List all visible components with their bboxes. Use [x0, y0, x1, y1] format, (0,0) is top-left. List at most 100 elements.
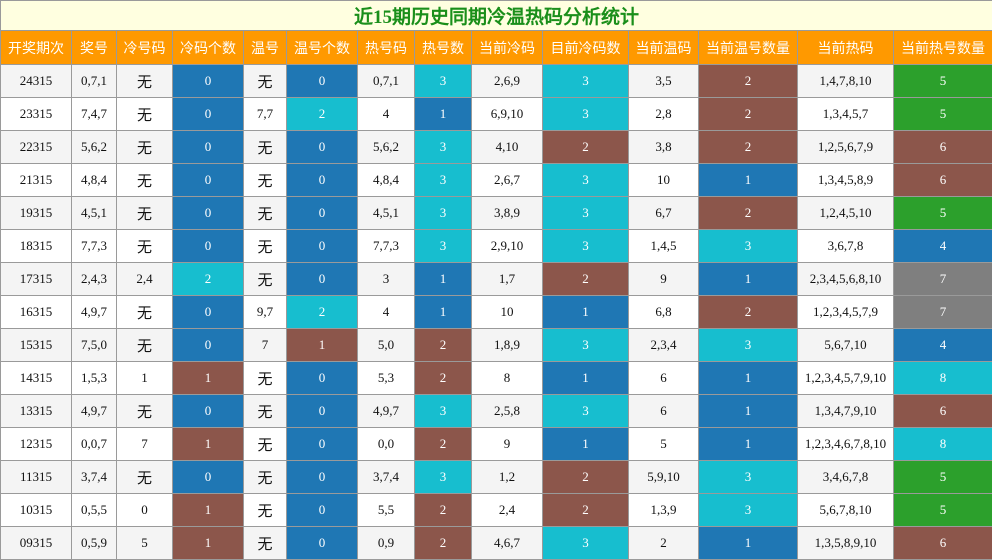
table-cell: 2	[698, 130, 798, 164]
table-cell: 7,7,3	[71, 229, 117, 263]
table-cell: 5	[892, 493, 992, 527]
table-cell: 3	[542, 328, 629, 362]
table-cell: 3,6,7,8	[797, 229, 894, 263]
table-cell: 2	[414, 427, 472, 461]
table-cell: 无	[243, 361, 287, 395]
table-cell: 无	[243, 130, 287, 164]
table-cell: 0,0,7	[71, 427, 117, 461]
table-cell: 0	[116, 493, 173, 527]
table-cell: 无	[116, 163, 173, 197]
table-cell: 8	[892, 427, 992, 461]
table-cell: 3	[414, 394, 472, 428]
table-cell: 1,4,5	[628, 229, 699, 263]
table-cell: 4,8,4	[71, 163, 117, 197]
table-cell: 15315	[0, 328, 72, 362]
table-cell: 3	[414, 130, 472, 164]
table-cell: 2,4	[116, 262, 173, 296]
table-cell: 无	[116, 328, 173, 362]
table-cell: 无	[243, 229, 287, 263]
table-cell: 1	[698, 262, 798, 296]
table-cell: 0	[286, 262, 358, 296]
table-cell: 0,7,1	[357, 64, 415, 98]
table-cell: 3	[542, 526, 629, 560]
table-cell: 7,7,3	[357, 229, 415, 263]
table-cell: 21315	[0, 163, 72, 197]
table-cell: 6,9,10	[471, 97, 543, 131]
table-cell: 0	[172, 394, 244, 428]
table-cell: 3	[414, 64, 472, 98]
table-cell: 1,3,5,8,9,10	[797, 526, 894, 560]
table-cell: 1	[172, 427, 244, 461]
table-row: 12315 0,0,7 7 1 无 0 0,0 2 9 1 5 1 1,2,3,4,6,7,8,10 8	[0, 427, 992, 461]
table-cell: 7	[116, 427, 173, 461]
column-header: 当前温号数量	[698, 30, 798, 65]
column-header: 温号	[243, 30, 287, 65]
table-cell: 1,4,7,8,10	[797, 64, 894, 98]
table-row: 11315 3,7,4 无 0 无 0 3,7,4 3 1,2 2 5,9,10 3 3,4,6,7,8…	[0, 460, 992, 494]
table-cell: 2	[542, 460, 629, 494]
table-cell: 5	[892, 64, 992, 98]
table-cell: 0	[286, 394, 358, 428]
table-cell: 无	[116, 460, 173, 494]
table-cell: 4	[357, 97, 415, 131]
table-cell: 12315	[0, 427, 72, 461]
table-row: 16315 4,9,7 无 0 9,7 2 4 1 10 1 6,8 2 1,2,3,4,5,7,9 7	[0, 295, 992, 329]
table-cell: 5,3	[357, 361, 415, 395]
table-cell: 无	[116, 295, 173, 329]
table-cell: 无	[243, 64, 287, 98]
table-cell: 0	[286, 64, 358, 98]
table-cell: 1,3,9	[628, 493, 699, 527]
table-cell: 1	[698, 361, 798, 395]
table-cell: 4,5,1	[71, 196, 117, 230]
table-cell: 2	[414, 361, 472, 395]
table-cell: 22315	[0, 130, 72, 164]
column-header: 热号码	[357, 30, 415, 65]
table-cell: 1	[414, 262, 472, 296]
table-cell: 3	[542, 229, 629, 263]
table-cell: 无	[116, 97, 173, 131]
table-cell: 2	[542, 262, 629, 296]
table-cell: 1	[172, 493, 244, 527]
table-cell: 0	[286, 526, 358, 560]
table-cell: 5,6,2	[71, 130, 117, 164]
table-cell: 0	[172, 460, 244, 494]
table-cell: 14315	[0, 361, 72, 395]
table-cell: 1,3,4,7,9,10	[797, 394, 894, 428]
table-cell: 4,9,7	[71, 295, 117, 329]
table-cell: 1	[172, 526, 244, 560]
table-cell: 4,5,1	[357, 196, 415, 230]
table-row: 18315 7,7,3 无 0 无 0 7,7,3 3 2,9,10 3 1,4,5 3 3,6,7,8…	[0, 229, 992, 263]
table-row: 17315 2,4,3 2,4 2 无 0 3 1 1,7 2 9 1 2,3,4,5,6,8,10 7	[0, 262, 992, 296]
table-cell: 1,2,5,6,7,9	[797, 130, 894, 164]
table-cell: 1	[698, 163, 798, 197]
table-row: 15315 7,5,0 无 0 7 1 5,0 2 1,8,9 3 2,3,4 3 5,6,7,10 4	[0, 328, 992, 362]
table-cell: 7	[892, 262, 992, 296]
table-cell: 1	[698, 394, 798, 428]
table-cell: 1	[414, 295, 472, 329]
table-cell: 2,8	[628, 97, 699, 131]
table-row: 09315 0,5,9 5 1 无 0 0,9 2 4,6,7 3 2 1 1,3,5,8,9,10 6	[0, 526, 992, 560]
table-cell: 2	[286, 97, 358, 131]
table-cell: 7	[892, 295, 992, 329]
table-cell: 2	[542, 493, 629, 527]
table-cell: 1	[542, 361, 629, 395]
column-header: 当前热号数量	[892, 30, 992, 65]
table-cell: 无	[243, 262, 287, 296]
table-cell: 3	[414, 460, 472, 494]
table-cell: 0,7,1	[71, 64, 117, 98]
table-cell: 1,2,3,4,5,7,9	[797, 295, 894, 329]
table-cell: 0	[172, 130, 244, 164]
table-cell: 2,9,10	[471, 229, 543, 263]
table-cell: 1,2,3,4,6,7,8,10	[797, 427, 894, 461]
table-cell: 0	[172, 196, 244, 230]
column-header: 冷码个数	[172, 30, 244, 65]
table-cell: 4,9,7	[357, 394, 415, 428]
table-cell: 4	[892, 229, 992, 263]
table-cell: 13315	[0, 394, 72, 428]
table-title: 近15期历史同期冷温热码分析统计	[0, 0, 992, 31]
table-cell: 4,10	[471, 130, 543, 164]
table-cell: 4,6,7	[471, 526, 543, 560]
table-cell: 0,5,9	[71, 526, 117, 560]
table-cell: 24315	[0, 64, 72, 98]
table-cell: 3,5	[628, 64, 699, 98]
